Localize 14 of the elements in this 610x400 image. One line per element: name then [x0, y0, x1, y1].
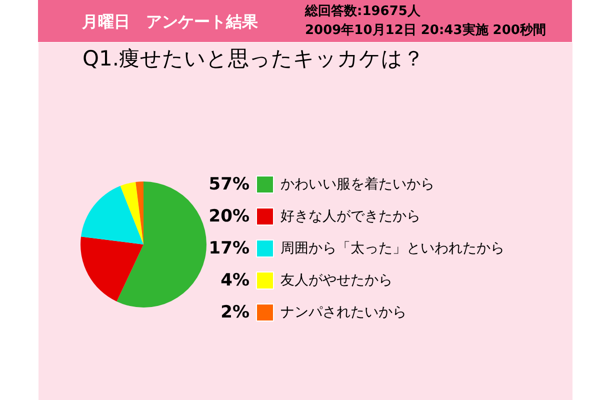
text: 総回答数:19675人 [305, 3, 420, 21]
text: 2009年10月12日 20:43実施 200秒間 [305, 22, 546, 40]
data-label: 57% [208, 174, 250, 194]
chart-title: Q1.痩せたいと思ったキッカケは？ [82, 46, 424, 70]
data-label: 17% [208, 238, 250, 258]
legend-label: ナンパされたいから [280, 304, 406, 320]
legend-label: かわいい服を着たいから [280, 176, 434, 192]
text: 月曜日 アンケート結果 [82, 11, 258, 33]
legend-label: 周囲から「太った」といわれたから [280, 240, 504, 256]
data-label: 20% [208, 206, 250, 226]
legend-label: 好きな人ができたから [280, 208, 420, 224]
legend-label: 友人がやせたから [280, 272, 392, 288]
data-label: 4% [220, 270, 250, 290]
data-label: 2% [220, 302, 250, 322]
